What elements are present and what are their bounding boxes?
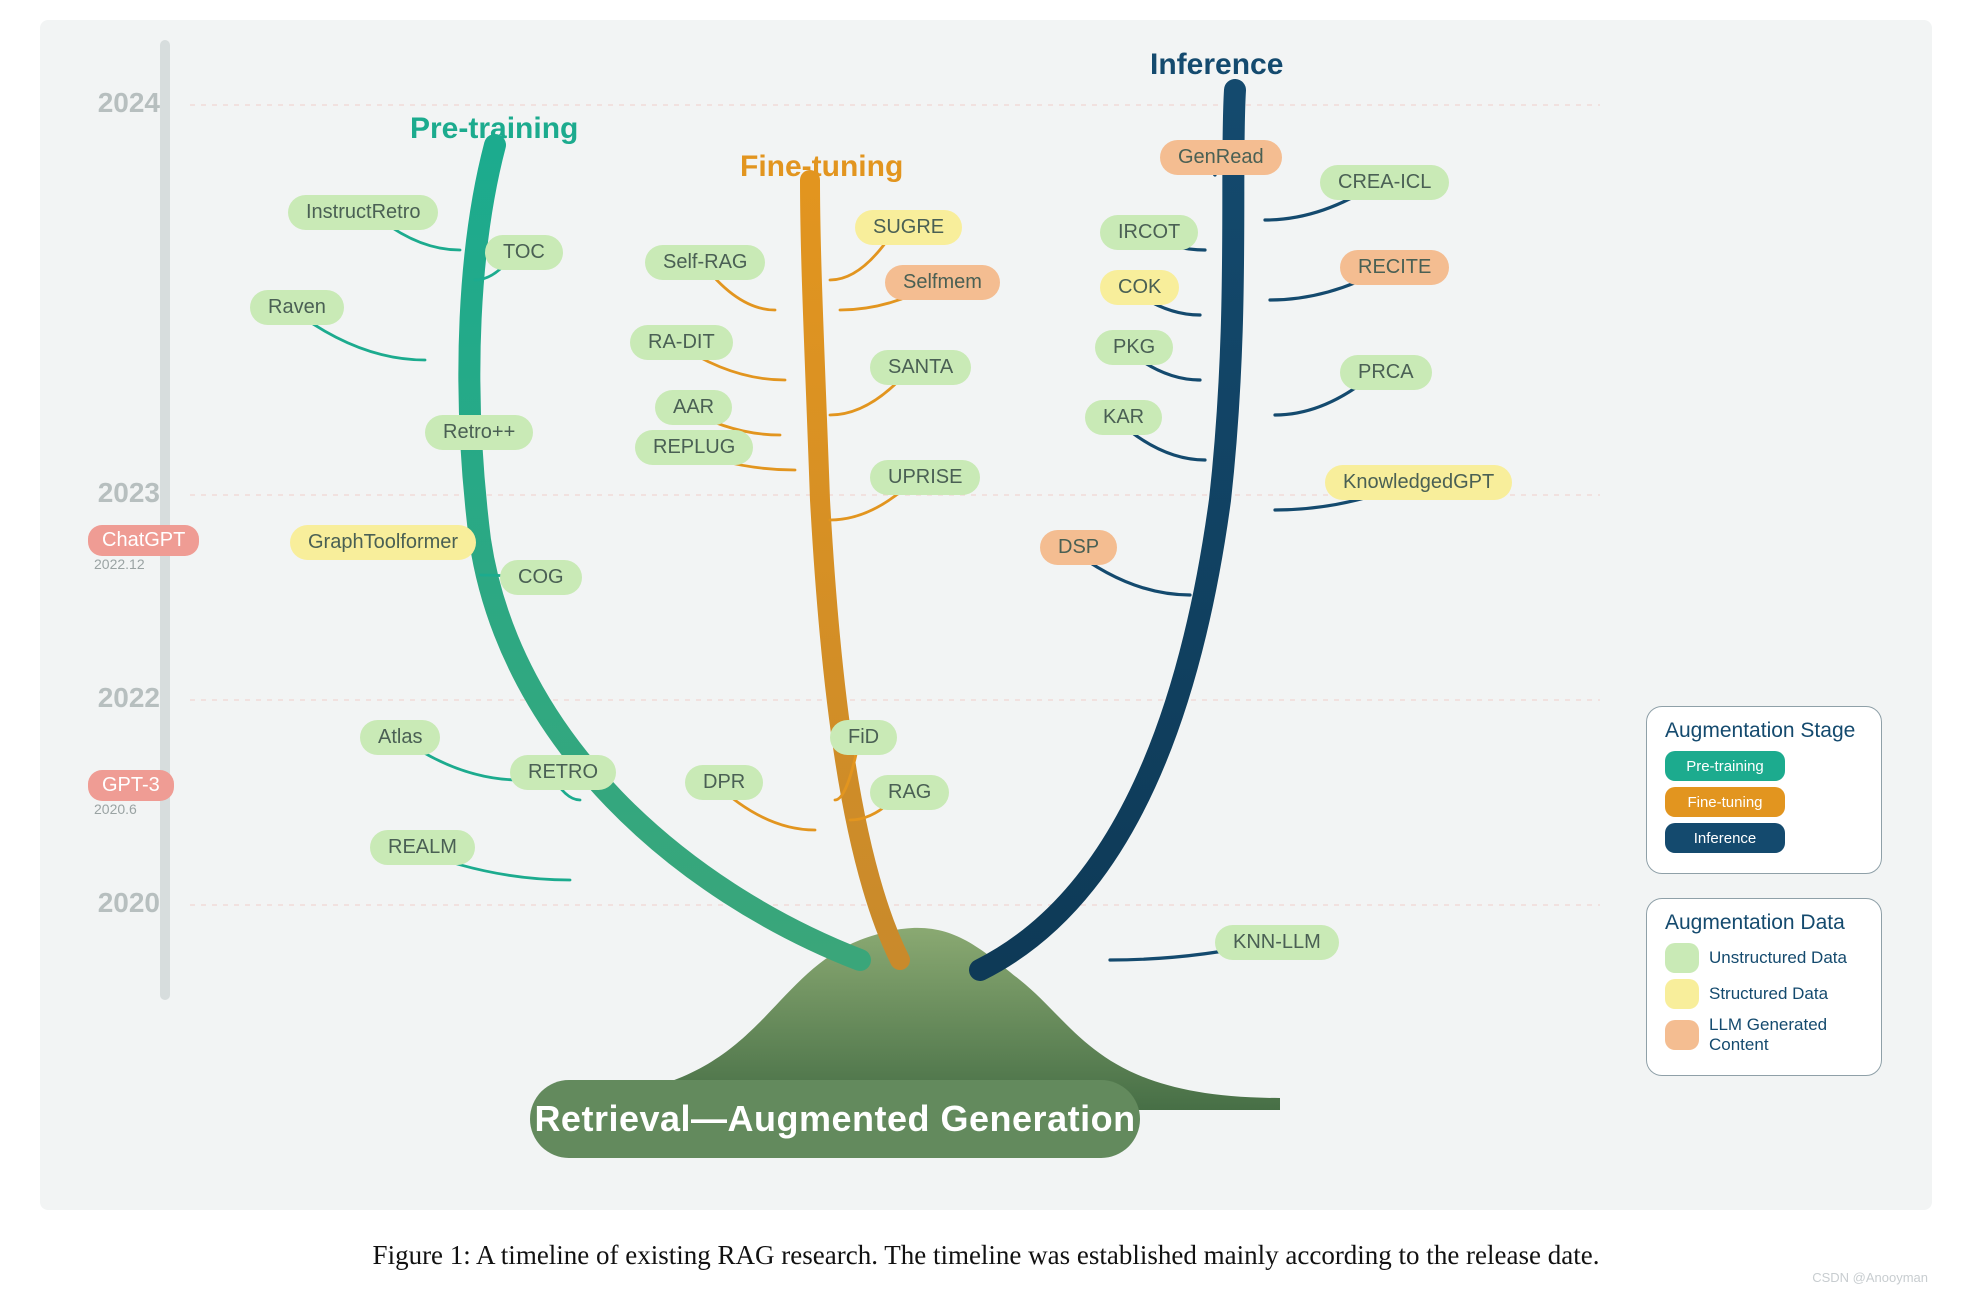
timeline-marker: ChatGPT2022.12 xyxy=(88,525,199,572)
method-node: CREA-ICL xyxy=(1320,165,1449,200)
marker-sub: 2020.6 xyxy=(94,801,137,817)
marker-sub: 2022.12 xyxy=(94,556,145,572)
method-node: DPR xyxy=(685,765,763,800)
legend-row: Pre-training xyxy=(1665,751,1863,781)
legend-row: LLM Generated Content xyxy=(1665,1015,1863,1055)
year-label: 2020 xyxy=(80,887,160,919)
timeline-marker: GPT-32020.6 xyxy=(88,770,174,817)
legend-label: Unstructured Data xyxy=(1709,948,1847,968)
method-node: TOC xyxy=(485,235,563,270)
method-node: RETRO xyxy=(510,755,616,790)
method-node: Retro++ xyxy=(425,415,533,450)
year-label: 2023 xyxy=(80,477,160,509)
figure-stage: 2024 2023 2022 2020 ChatGPT2022.12 GPT-32020.… xyxy=(0,0,1972,1300)
legend-stage-title: Augmentation Stage xyxy=(1665,719,1863,743)
method-node: UPRISE xyxy=(870,460,980,495)
legend-swatch xyxy=(1665,943,1699,973)
figure-caption: Figure 1: A timeline of existing RAG res… xyxy=(0,1240,1972,1271)
method-node: GraphToolformer xyxy=(290,525,476,560)
legend-swatch: Inference xyxy=(1665,823,1785,853)
branch-title-pre: Pre-training xyxy=(410,112,578,146)
method-node: InstructRetro xyxy=(288,195,438,230)
method-node: COG xyxy=(500,560,582,595)
legend-row: Fine-tuning xyxy=(1665,787,1863,817)
method-node: GenRead xyxy=(1160,140,1282,175)
year-label: 2022 xyxy=(80,682,160,714)
method-node: KnowledgedGPT xyxy=(1325,465,1512,500)
root-label: Retrieval—Augmented Generation xyxy=(530,1080,1140,1158)
legend-label: Structured Data xyxy=(1709,984,1828,1004)
figure-panel: 2024 2023 2022 2020 ChatGPT2022.12 GPT-32020.… xyxy=(40,20,1932,1210)
legend-label: LLM Generated Content xyxy=(1709,1015,1863,1055)
legend-data: Augmentation Data Unstructured Data Struc… xyxy=(1646,898,1882,1076)
method-node: RAG xyxy=(870,775,949,810)
method-node: RECITE xyxy=(1340,250,1449,285)
method-node: AAR xyxy=(655,390,732,425)
method-node: IRCOT xyxy=(1100,215,1198,250)
method-node: RA-DIT xyxy=(630,325,733,360)
legend-swatch: Fine-tuning xyxy=(1665,787,1785,817)
method-node: SANTA xyxy=(870,350,971,385)
method-node: Self-RAG xyxy=(645,245,765,280)
legend-row: Structured Data xyxy=(1665,979,1863,1009)
method-node: KAR xyxy=(1085,400,1162,435)
watermark: CSDN @Anooyman xyxy=(1812,1270,1928,1285)
branch-title-inf: Inference xyxy=(1150,48,1283,82)
method-node: FiD xyxy=(830,720,897,755)
year-label: 2024 xyxy=(80,87,160,119)
method-node: KNN-LLM xyxy=(1215,925,1339,960)
legend-row: Unstructured Data xyxy=(1665,943,1863,973)
marker-pill: ChatGPT xyxy=(88,525,199,556)
legend-data-title: Augmentation Data xyxy=(1665,911,1863,935)
method-node: Raven xyxy=(250,290,344,325)
marker-pill: GPT-3 xyxy=(88,770,174,801)
legend-swatch xyxy=(1665,1020,1699,1050)
method-node: PKG xyxy=(1095,330,1173,365)
legend-row: Inference xyxy=(1665,823,1863,853)
method-node: COK xyxy=(1100,270,1179,305)
method-node: SUGRE xyxy=(855,210,962,245)
method-node: Atlas xyxy=(360,720,440,755)
method-node: REALM xyxy=(370,830,475,865)
legend-swatch xyxy=(1665,979,1699,1009)
legend-swatch: Pre-training xyxy=(1665,751,1785,781)
legend-stage: Augmentation Stage Pre-training Fine-tuni… xyxy=(1646,706,1882,874)
method-node: DSP xyxy=(1040,530,1117,565)
branch-title-fine: Fine-tuning xyxy=(740,150,903,184)
method-node: PRCA xyxy=(1340,355,1432,390)
method-node: REPLUG xyxy=(635,430,753,465)
method-node: Selfmem xyxy=(885,265,1000,300)
